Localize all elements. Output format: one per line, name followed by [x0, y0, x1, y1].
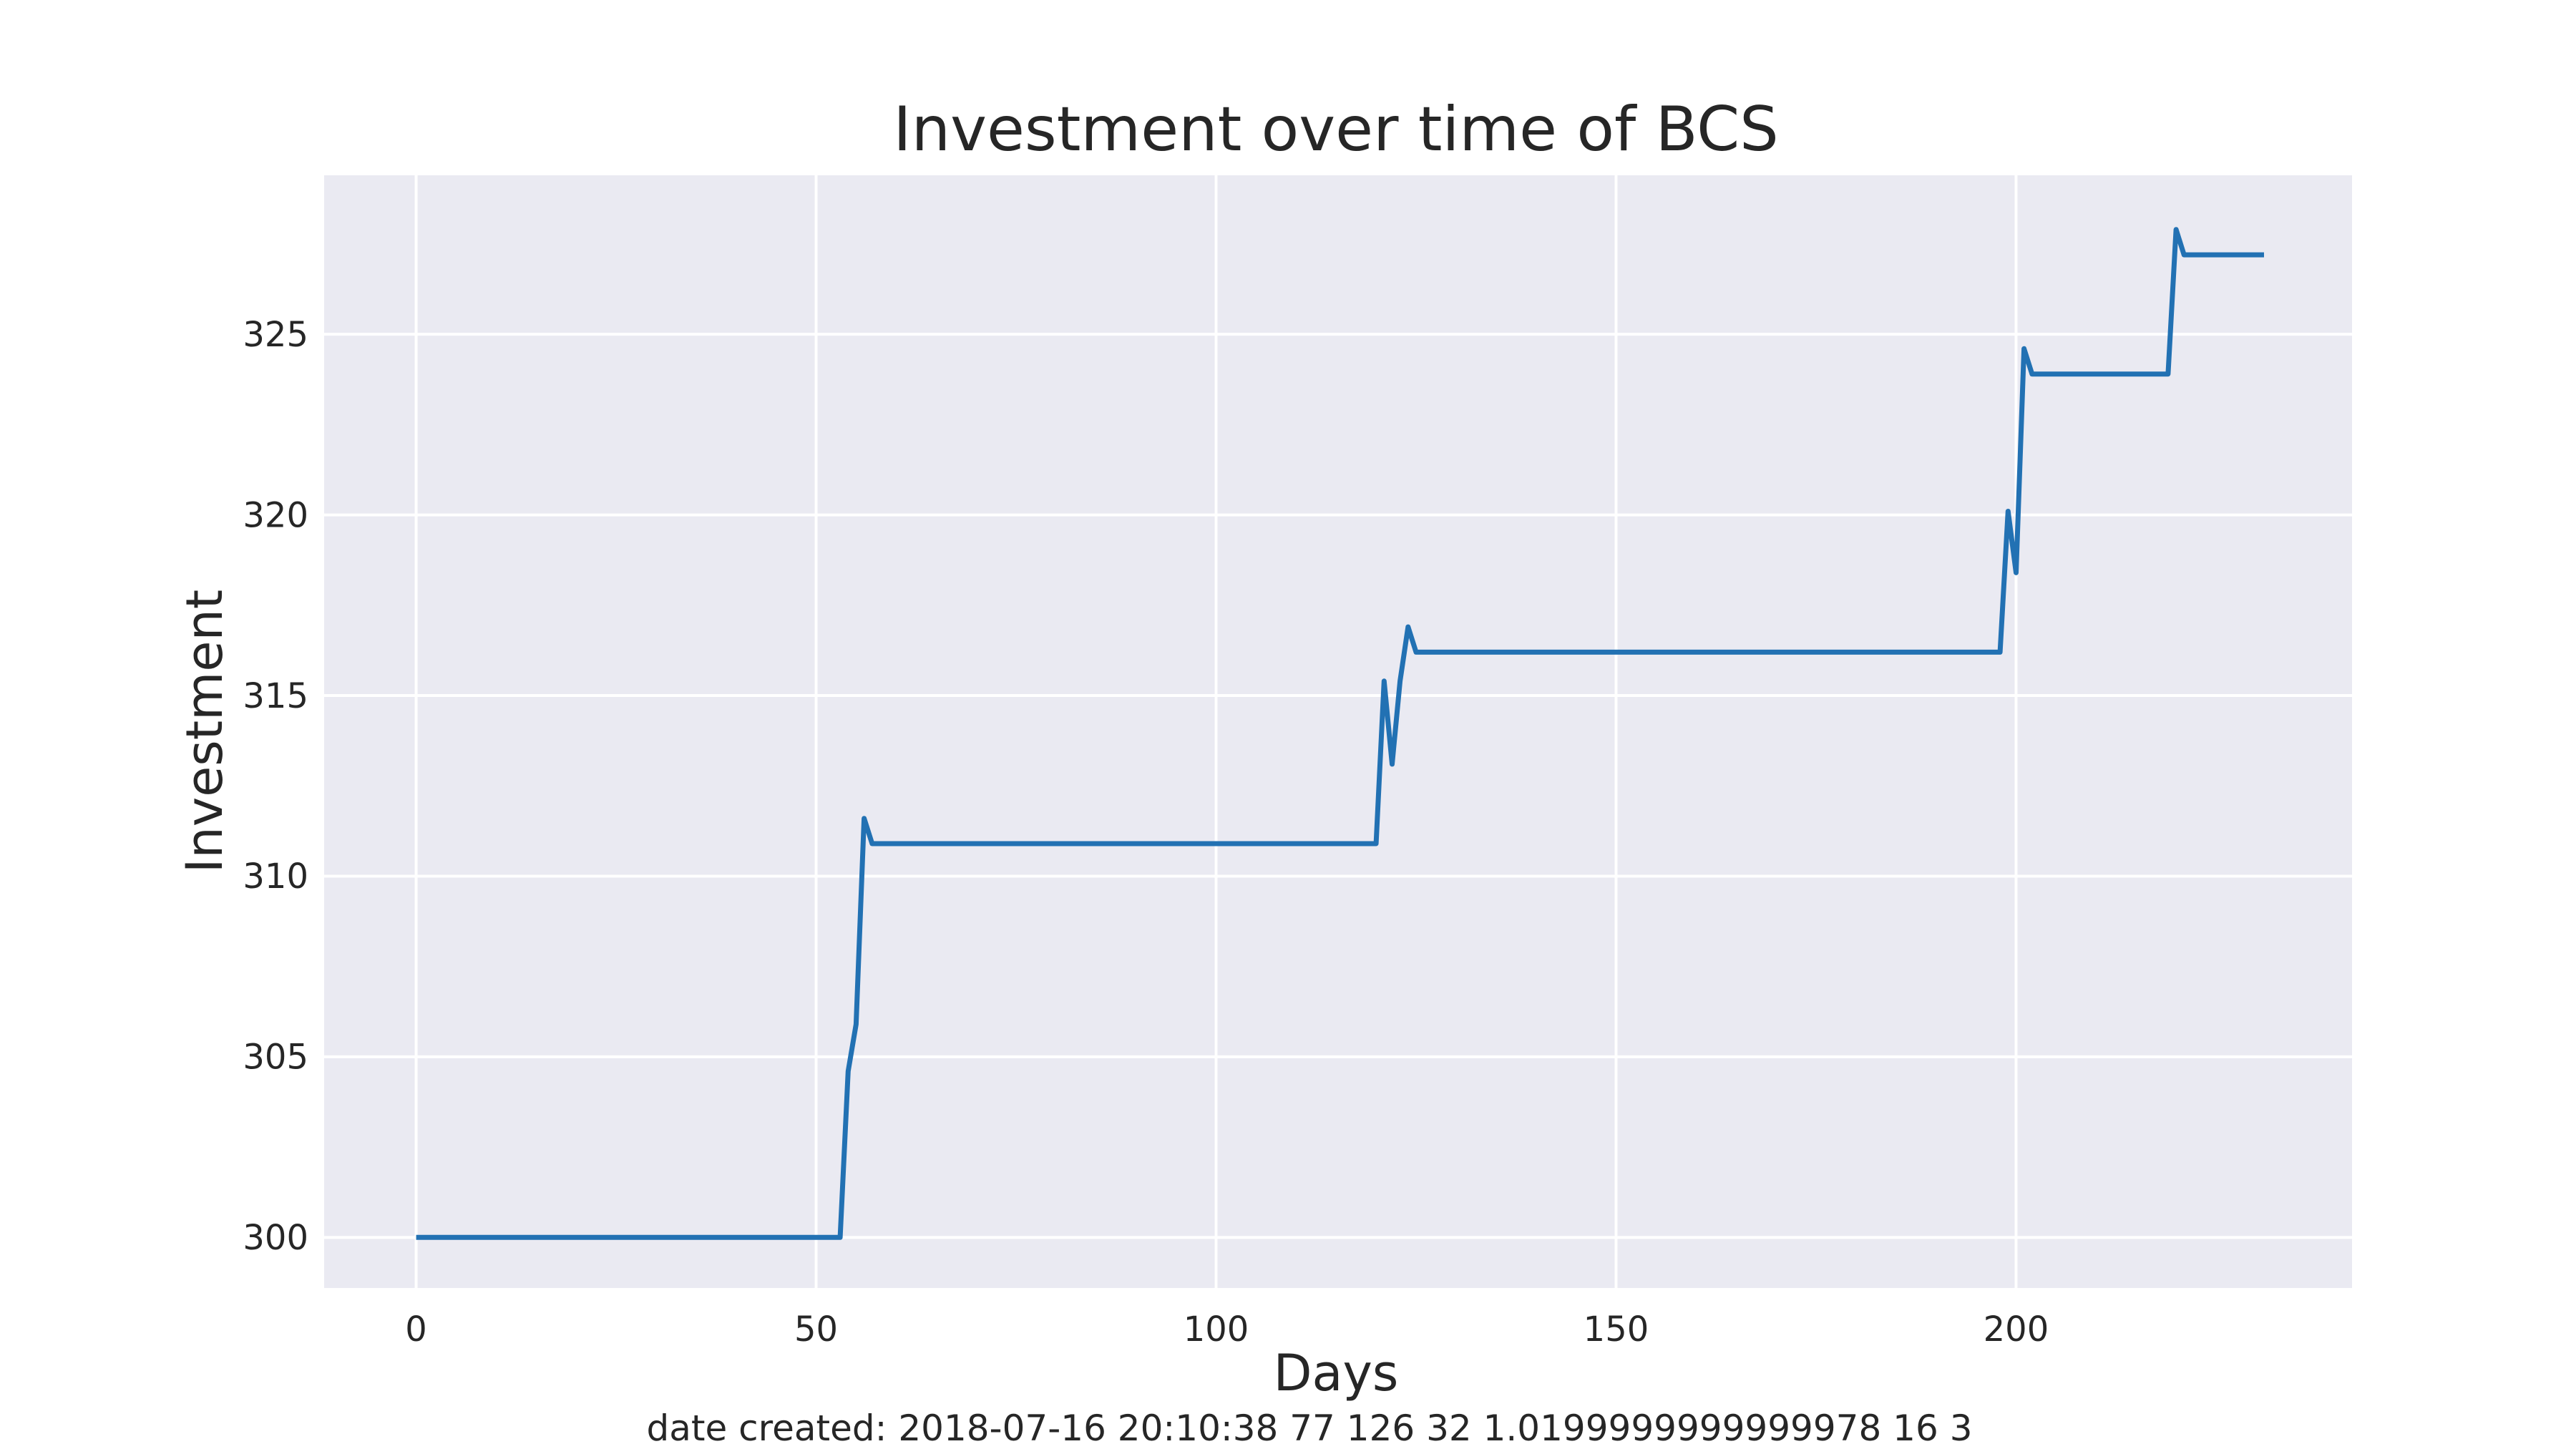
x-tick-label: 50 — [794, 1309, 838, 1350]
x-tick-label: 150 — [1584, 1309, 1649, 1350]
series-line-1 — [416, 227, 2264, 1240]
series-group — [416, 227, 2264, 1240]
x-tick-label: 100 — [1184, 1309, 1249, 1350]
y-tick-label: 315 — [243, 676, 308, 716]
x-tick-labels: 0 50 100 150 200 — [405, 1309, 2049, 1350]
x-axis-label: Days — [1274, 1344, 1399, 1402]
y-tick-label: 305 — [243, 1038, 308, 1078]
y-tick-label: 300 — [243, 1218, 308, 1258]
y-axis-label: Investment — [175, 590, 234, 873]
plot-area — [324, 175, 2352, 1288]
y-tick-label: 320 — [243, 495, 308, 535]
x-tick-label: 200 — [1984, 1309, 2049, 1350]
x-tick-label: 0 — [405, 1309, 427, 1350]
y-tick-labels: 300 305 310 315 320 325 — [243, 315, 308, 1258]
y-tick-label: 325 — [243, 315, 308, 355]
footer-note: date created: 2018-07-16 20:10:38 77 126… — [646, 1407, 1972, 1449]
chart-title: Investment over time of BCS — [893, 94, 1779, 165]
y-tick-label: 310 — [243, 857, 308, 897]
